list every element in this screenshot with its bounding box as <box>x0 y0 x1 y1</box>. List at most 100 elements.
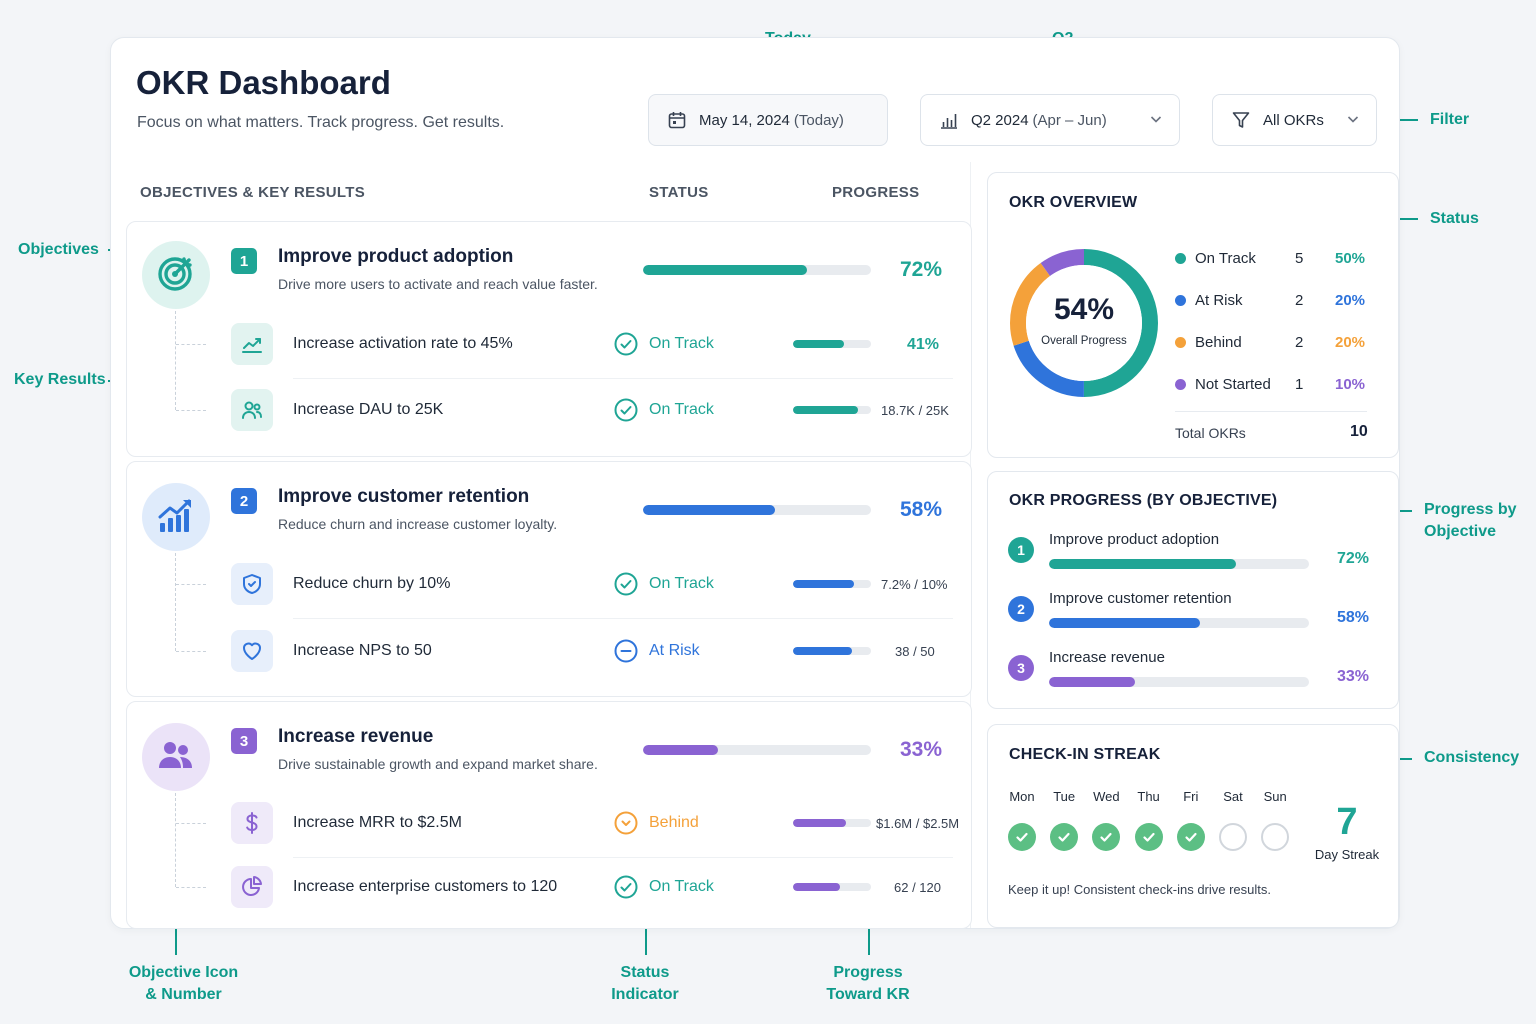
progress-objective-bar <box>1049 559 1309 569</box>
streak-day-done <box>1134 823 1163 851</box>
total-okrs-label: Total OKRs <box>1175 425 1246 441</box>
progress-objective-label[interactable]: Increase revenue <box>1049 649 1165 666</box>
annotation-objectives: Objectives <box>18 241 99 258</box>
annotation-status-indicator: Status Indicator <box>611 964 679 1003</box>
annotation-progress-toward-kr: Progress Toward KR <box>826 964 910 1003</box>
progress-objective-number: 2 <box>1008 596 1034 622</box>
legend-label: Behind <box>1195 334 1242 351</box>
filter-icon <box>1231 110 1251 130</box>
trend-chart-icon <box>240 332 264 356</box>
filter-value: All OKRs <box>1263 111 1324 129</box>
streak-day-done <box>1092 823 1121 851</box>
streak-day-empty <box>1219 823 1247 851</box>
key-result-title[interactable]: Increase MRR to $2.5M <box>293 814 462 831</box>
target-icon <box>156 253 196 298</box>
chevron-down-icon <box>1149 112 1163 130</box>
streak-count-label: Day Streak <box>1314 847 1380 862</box>
streak-day-done <box>1050 823 1079 851</box>
page-title: OKR Dashboard <box>136 64 391 101</box>
okr-overview-title: OKR OVERVIEW <box>1009 194 1138 211</box>
tree-branch <box>176 410 206 411</box>
legend-item[interactable]: Behind 2 20% <box>1175 334 1375 351</box>
key-result-progress-bar <box>793 883 871 891</box>
dollar-icon <box>240 811 264 835</box>
annotation-status: Status <box>1430 210 1479 227</box>
growth-chart-icon <box>156 495 196 540</box>
streak-day-done <box>1008 823 1036 851</box>
key-result-status: On Track <box>614 398 714 422</box>
objective-title[interactable]: Increase revenue <box>278 726 434 747</box>
key-result-value: 62 / 120 <box>894 880 941 895</box>
objective-description: Reduce churn and increase customer loyal… <box>278 516 558 532</box>
objective-description: Drive sustainable growth and expand mark… <box>278 756 598 772</box>
objective-icon <box>142 241 210 309</box>
streak-day-label: Sat <box>1223 789 1243 804</box>
objective-progress-value: 58% <box>900 498 943 521</box>
key-result-progress-fill <box>793 647 853 655</box>
objective-title[interactable]: Improve product adoption <box>278 246 514 267</box>
key-result-title[interactable]: Increase activation rate to 45% <box>293 335 513 352</box>
tree-connector <box>175 553 176 651</box>
tree-branch <box>176 651 206 652</box>
status-label: Behind <box>649 814 699 831</box>
key-result-progress-bar <box>793 647 871 655</box>
progress-objective-fill <box>1049 559 1237 569</box>
users-icon <box>240 398 264 422</box>
legend-label: Not Started <box>1195 376 1271 393</box>
check-icon <box>1056 829 1072 845</box>
legend-percent: 20% <box>1335 334 1366 351</box>
quarter-value: Q2 2024 <box>971 111 1029 129</box>
tree-connector <box>175 311 176 410</box>
overall-progress-value: 54% <box>1053 293 1115 326</box>
key-result-status: On Track <box>614 332 714 356</box>
status-label: On Track <box>649 575 714 592</box>
legend-swatch <box>1175 337 1186 348</box>
okr-overview-card: OKR OVERVIEW 54% Overall Progress On Tra… <box>987 172 1399 458</box>
objective-icon <box>142 723 210 791</box>
legend-item[interactable]: At Risk 2 20% <box>1175 292 1375 309</box>
date-picker[interactable]: May 14, 2024 (Today) <box>648 94 888 146</box>
key-result-title[interactable]: Increase enterprise customers to 120 <box>293 878 558 895</box>
tree-branch <box>176 823 206 824</box>
check-icon <box>1014 829 1030 845</box>
divider <box>1175 411 1367 412</box>
calendar-icon <box>667 110 687 130</box>
legend-item[interactable]: Not Started 1 10% <box>1175 376 1375 393</box>
key-result-progress-fill <box>793 819 847 827</box>
annotation-line <box>867 921 870 955</box>
key-result-title[interactable]: Increase NPS to 50 <box>293 642 432 659</box>
key-result-value: 18.7K / 25K <box>881 403 949 418</box>
objective-description: Drive more users to activate and reach v… <box>278 276 598 292</box>
quarter-select[interactable]: Q2 2024 (Apr – Jun) <box>920 94 1180 146</box>
tree-branch <box>176 584 206 585</box>
heart-icon <box>240 639 264 663</box>
objective-number: 3 <box>231 728 257 754</box>
key-result-title[interactable]: Increase DAU to 25K <box>293 401 444 418</box>
progress-objective-number: 1 <box>1008 537 1034 563</box>
progress-objective-bar <box>1049 618 1309 628</box>
key-result-title[interactable]: Reduce churn by 10% <box>293 575 451 592</box>
progress-objective-label[interactable]: Improve product adoption <box>1049 531 1220 548</box>
streak-day-label: Wed <box>1093 789 1120 804</box>
objective-progress-fill <box>643 505 776 515</box>
progress-objective-fill <box>1049 677 1135 687</box>
legend-item[interactable]: On Track 5 50% <box>1175 250 1375 267</box>
key-result-status: At Risk <box>614 639 700 663</box>
annotation-consistency: Consistency <box>1424 749 1520 766</box>
streak-day-label: Sun <box>1263 789 1287 804</box>
objective-progress-value: 72% <box>900 258 943 281</box>
streak-day-done <box>1176 823 1205 851</box>
status-label: At Risk <box>649 642 700 659</box>
progress-objective-percent: 33% <box>1337 668 1370 685</box>
progress-objective-percent: 58% <box>1337 609 1370 626</box>
key-result-icon <box>231 323 273 365</box>
checkin-streak-card: CHECK-IN STREAK Mon Tue Wed Thu Fri Sat Sun 7 … <box>987 724 1399 928</box>
objective-progress-bar <box>643 745 871 755</box>
objective-title[interactable]: Improve customer retention <box>278 486 530 507</box>
progress-objective-label[interactable]: Improve customer retention <box>1049 590 1232 607</box>
annotation-progress-by-objective: Progress by Objective <box>1424 501 1517 540</box>
legend-swatch <box>1175 253 1186 264</box>
filter-select[interactable]: All OKRs <box>1212 94 1377 146</box>
column-header-progress: PROGRESS <box>832 184 920 201</box>
status-icon <box>614 398 649 422</box>
